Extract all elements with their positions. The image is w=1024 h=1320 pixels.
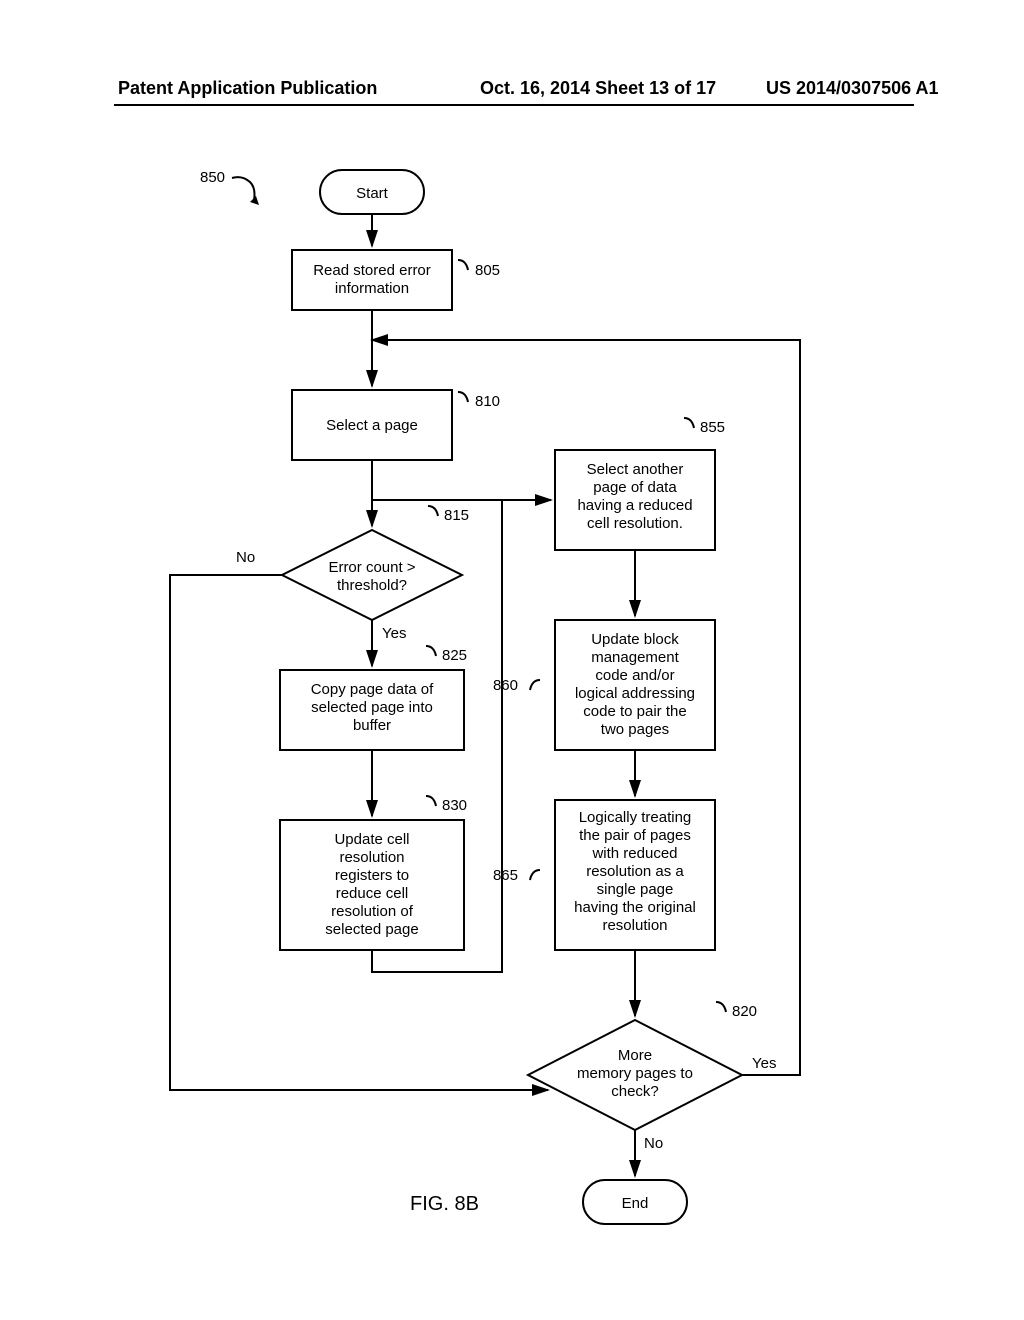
svg-text:cell resolution.: cell resolution.	[587, 515, 683, 532]
svg-text:having the original: having the original	[574, 899, 696, 916]
node-825: Copy page data of selected page into buf…	[280, 646, 467, 750]
label-820-no: No	[644, 1135, 663, 1152]
svg-text:code and/or: code and/or	[595, 667, 674, 684]
ref-850-text: 850	[200, 169, 225, 186]
ref-855: 855	[700, 419, 725, 436]
node-820: More memory pages to check? 820 Yes No	[528, 1002, 776, 1152]
svg-text:Logically treating: Logically treating	[579, 809, 692, 826]
svg-text:two pages: two pages	[601, 721, 669, 738]
label-820-yes: Yes	[752, 1055, 776, 1072]
ref-810: 810	[475, 393, 500, 410]
node-855: Select another page of data having a red…	[555, 418, 725, 550]
svg-text:registers to: registers to	[335, 867, 409, 884]
svg-text:Update cell: Update cell	[334, 831, 409, 848]
ref-860: 860	[493, 677, 518, 694]
svg-text:reduce cell: reduce cell	[336, 885, 409, 902]
svg-text:memory pages to: memory pages to	[577, 1065, 693, 1082]
svg-text:resolution: resolution	[602, 917, 667, 934]
svg-text:More: More	[618, 1047, 652, 1064]
svg-text:logical addressing: logical addressing	[575, 685, 695, 702]
svg-text:Update block: Update block	[591, 631, 679, 648]
svg-text:Select another: Select another	[587, 461, 684, 478]
svg-text:threshold?: threshold?	[337, 577, 407, 594]
svg-text:resolution as a: resolution as a	[586, 863, 684, 880]
figure-label: FIG. 8B	[410, 1193, 479, 1215]
end-label: End	[622, 1195, 649, 1212]
start-label: Start	[356, 185, 389, 202]
svg-text:buffer: buffer	[353, 717, 391, 734]
node-end: End	[583, 1180, 687, 1224]
ref-850: 850	[200, 169, 259, 205]
svg-text:code to pair the: code to pair the	[583, 703, 686, 720]
svg-text:resolution: resolution	[339, 849, 404, 866]
ref-820: 820	[732, 1003, 757, 1020]
ref-825: 825	[442, 647, 467, 664]
node-830: Update cell resolution registers to redu…	[280, 796, 467, 950]
svg-text:having a reduced: having a reduced	[577, 497, 692, 514]
node-805: Read stored error information 805	[292, 250, 500, 310]
node-860: Update block management code and/or logi…	[493, 620, 715, 750]
label-815-yes: Yes	[382, 625, 406, 642]
svg-text:Select a page: Select a page	[326, 417, 418, 434]
svg-text:Copy page data of: Copy page data of	[311, 681, 434, 698]
svg-text:Error count >: Error count >	[328, 559, 415, 576]
label-815-no: No	[236, 549, 255, 566]
ref-815: 815	[444, 507, 469, 524]
node-start: Start	[320, 170, 424, 214]
svg-text:resolution of: resolution of	[331, 903, 414, 920]
svg-text:page of data: page of data	[593, 479, 677, 496]
svg-text:check?: check?	[611, 1083, 659, 1100]
flowchart-svg: Start 850 Read stored error information …	[0, 0, 1024, 1320]
svg-text:selected page into: selected page into	[311, 699, 433, 716]
ref-805: 805	[475, 262, 500, 279]
page: Patent Application Publication Oct. 16, …	[0, 0, 1024, 1320]
node-865: Logically treating the pair of pages wit…	[493, 800, 715, 950]
node-810: Select a page 810	[292, 390, 500, 460]
ref-865: 865	[493, 867, 518, 884]
svg-text:Read stored error: Read stored error	[313, 262, 431, 279]
svg-text:single page: single page	[597, 881, 674, 898]
svg-text:selected page: selected page	[325, 921, 418, 938]
ref-830: 830	[442, 797, 467, 814]
svg-text:management: management	[591, 649, 679, 666]
svg-text:information: information	[335, 280, 409, 297]
svg-text:with reduced: with reduced	[591, 845, 677, 862]
svg-text:the pair of pages: the pair of pages	[579, 827, 691, 844]
